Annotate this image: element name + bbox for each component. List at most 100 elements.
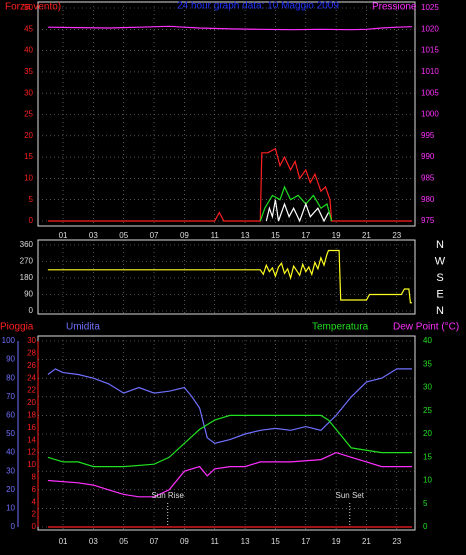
y-tick-label: 1020: [421, 24, 439, 33]
y-tick-label: E: [436, 288, 443, 300]
legend-label: Dew Point (°C): [393, 322, 459, 333]
y-tick-label: 2: [32, 510, 37, 519]
x-tick-label: 01: [59, 537, 68, 546]
x-tick-label: 15: [271, 537, 280, 546]
y-tick-label: 1000: [421, 110, 439, 119]
y-tick-label: 50: [6, 429, 15, 438]
x-tick-label: 13: [241, 537, 250, 546]
y-tick-label: S: [436, 272, 443, 284]
y-tick-label: 20: [24, 131, 33, 140]
y-tick-label: W: [435, 255, 446, 267]
y-tick-label: 8: [32, 473, 37, 482]
panel-frame: [37, 1, 416, 227]
x-tick-label: 15: [271, 231, 280, 240]
x-tick-label: 03: [89, 537, 98, 546]
y-tick-label: 40: [423, 336, 432, 345]
y-tick-label: 5: [423, 499, 428, 508]
data-line: [47, 25, 413, 31]
y-tick-label: 30: [6, 466, 15, 475]
y-tick-label: 270: [20, 257, 34, 266]
y-tick-label: 28: [27, 349, 36, 358]
y-tick-label: 1015: [421, 46, 439, 55]
y-tick-label: 0: [11, 522, 16, 531]
y-tick-label: 25: [24, 110, 33, 119]
x-tick-label: 19: [332, 231, 341, 240]
y-tick-label: 1025: [421, 3, 439, 12]
x-tick-label: 23: [392, 537, 401, 546]
y-tick-label: 0: [29, 216, 34, 225]
annotation-label: Sun Rise: [151, 491, 184, 500]
y-tick-label: 6: [32, 485, 37, 494]
legend-label: Umidita: [66, 322, 100, 333]
x-tick-label: 11: [211, 231, 220, 240]
y-tick-label: 360: [20, 240, 34, 249]
x-tick-label: 09: [180, 231, 189, 240]
y-tick-label: 50: [24, 3, 33, 12]
legend-label: Forza vento): [5, 2, 61, 13]
y-tick-label: 16: [27, 423, 36, 432]
y-tick-label: 60: [6, 411, 15, 420]
x-tick-label: 23: [392, 231, 401, 240]
data-line: [47, 414, 412, 468]
y-tick-label: 40: [6, 448, 15, 457]
y-tick-label: 20: [27, 398, 36, 407]
data-line: [259, 185, 333, 222]
y-tick-label: 70: [6, 392, 15, 401]
x-tick-label: 17: [301, 231, 310, 240]
x-tick-label: 01: [59, 231, 68, 240]
x-tick-label: 05: [119, 231, 128, 240]
y-tick-label: 975: [421, 216, 435, 225]
x-tick-label: 07: [150, 537, 159, 546]
data-line: [47, 147, 412, 222]
y-tick-label: 25: [423, 406, 432, 415]
legend-label: Pressione: [372, 2, 417, 13]
y-tick-label: 4: [32, 497, 37, 506]
data-line: [47, 451, 412, 498]
y-tick-label: 30: [24, 88, 33, 97]
y-tick-label: 26: [27, 361, 36, 370]
y-tick-label: 1010: [421, 67, 439, 76]
y-tick-label: 12: [27, 448, 36, 457]
x-tick-label: 09: [180, 537, 189, 546]
annotation-label: Sun Set: [336, 491, 365, 500]
y-tick-label: 30: [423, 383, 432, 392]
x-tick-label: 13: [241, 231, 250, 240]
y-tick-label: 80: [6, 373, 15, 382]
y-tick-label: 0: [29, 306, 34, 315]
y-tick-label: 90: [6, 355, 15, 364]
y-tick-label: 30: [27, 336, 36, 345]
y-tick-label: 18: [27, 411, 36, 420]
x-tick-label: 19: [332, 537, 341, 546]
y-tick-label: 1005: [421, 88, 439, 97]
y-tick-label: 45: [24, 24, 33, 33]
data-line: [47, 368, 412, 444]
y-tick-label: 10: [6, 504, 15, 513]
x-tick-label: 11: [211, 537, 220, 546]
data-line: [47, 249, 412, 304]
x-tick-label: 21: [362, 231, 371, 240]
x-tick-label: 03: [89, 231, 98, 240]
y-tick-label: 0: [32, 522, 37, 531]
data-line: [265, 199, 330, 223]
y-tick-label: 20: [423, 429, 432, 438]
y-tick-label: 5: [29, 195, 34, 204]
y-tick-label: N: [436, 305, 444, 317]
y-tick-label: 20: [6, 485, 15, 494]
y-tick-label: 980: [421, 195, 435, 204]
y-tick-label: 10: [24, 174, 33, 183]
y-tick-label: 180: [20, 273, 34, 282]
y-tick-label: 10: [423, 476, 432, 485]
y-tick-label: 985: [421, 174, 435, 183]
y-tick-label: 990: [421, 152, 435, 161]
y-tick-label: 90: [24, 290, 33, 299]
y-tick-label: 15: [24, 152, 33, 161]
panel-frame: [37, 239, 416, 315]
chart-title: 24 hour graph data: 10 Maggio 2009: [177, 1, 339, 12]
y-tick-label: 22: [27, 386, 36, 395]
y-tick-label: 24: [27, 373, 36, 382]
x-tick-label: 07: [150, 231, 159, 240]
x-tick-label: 17: [301, 537, 310, 546]
y-tick-label: 0: [423, 522, 428, 531]
x-tick-label: 21: [362, 537, 371, 546]
